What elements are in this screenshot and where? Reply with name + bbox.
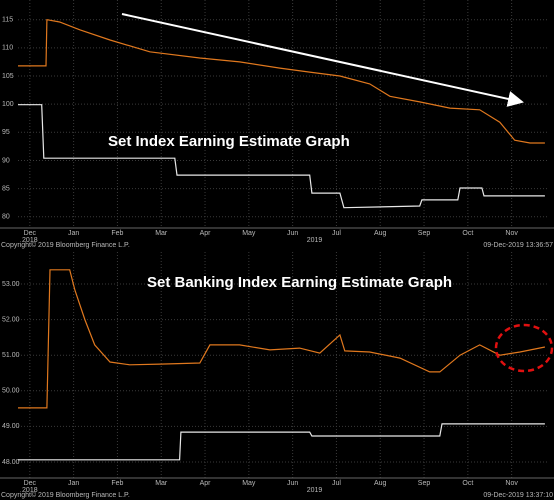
footer-timestamp: 09-Dec-2019 13:36:57 — [483, 242, 553, 249]
data-line — [18, 423, 545, 461]
x-tick-label: Feb — [111, 230, 123, 237]
x-tick-label: Nov — [505, 480, 518, 487]
x-tick-label: Aug — [374, 480, 387, 487]
x-tick-label: Jan — [68, 230, 79, 237]
footer-copyright: Copyright© 2019 Bloomberg Finance L.P. — [1, 241, 130, 249]
x-tick-label: May — [242, 480, 256, 487]
y-tick-label: 51.00 — [2, 352, 20, 359]
y-tick-label: 85 — [2, 185, 10, 192]
y-tick-label: 48.00 — [2, 459, 20, 466]
x-tick-label: May — [242, 230, 256, 237]
x-tick-label: Mar — [155, 480, 168, 487]
x-year-label: 2019 — [307, 487, 323, 494]
y-tick-label: 50.00 — [2, 388, 20, 395]
x-tick-label: Nov — [505, 230, 518, 237]
highlight-circle — [494, 323, 554, 373]
x-year-label: 2018 — [22, 237, 38, 244]
x-tick-label: Jul — [332, 230, 341, 237]
y-tick-label: 115 — [2, 17, 13, 24]
x-tick-label: Apr — [200, 480, 212, 487]
y-tick-label: 52.00 — [2, 316, 20, 323]
chart-title: Set Banking Index Earning Estimate Graph — [147, 274, 452, 291]
x-year-label: 2018 — [22, 487, 38, 494]
y-tick-label: 110 — [2, 45, 13, 52]
y-tick-label: 90 — [2, 157, 10, 164]
data-line — [18, 269, 546, 409]
x-tick-label: Sep — [418, 230, 431, 237]
y-tick-label: 100 — [2, 101, 14, 108]
x-tick-label: Jun — [287, 230, 298, 237]
data-line — [18, 104, 545, 209]
footer-copyright: Copyright© 2019 Bloomberg Finance L.P. — [1, 491, 130, 499]
trend-arrow — [121, 13, 524, 107]
x-tick-label: Jun — [287, 480, 298, 487]
y-tick-label: 105 — [2, 73, 14, 80]
x-tick-label: Feb — [111, 480, 123, 487]
data-line — [18, 18, 545, 144]
x-year-label: 2019 — [307, 237, 323, 244]
y-tick-label: 80 — [2, 214, 10, 221]
x-tick-label: Mar — [155, 230, 168, 237]
chart: 80 85 90 95 100 105 110 115 Dec Jan Feb Mar Apr May Ju… — [0, 0, 554, 249]
y-tick-label: 53.00 — [2, 281, 20, 288]
chart: 48.00 49.00 50.00 51.00 52.00 53.00 Dec Jan Feb M… — [0, 252, 554, 499]
x-tick-label: Oct — [462, 230, 473, 237]
y-tick-label: 95 — [2, 129, 10, 136]
footer-timestamp: 09-Dec-2019 13:37:10 — [483, 492, 553, 499]
x-tick-label: Apr — [200, 230, 212, 237]
x-tick-label: Sep — [418, 480, 431, 487]
x-tick-label: Dec — [24, 480, 37, 487]
x-tick-label: Jan — [68, 480, 79, 487]
x-tick-label: Oct — [462, 480, 473, 487]
x-tick-label: Dec — [24, 230, 37, 237]
x-tick-label: Jul — [332, 480, 341, 487]
x-tick-label: Aug — [374, 230, 387, 237]
y-tick-label: 49.00 — [2, 423, 20, 430]
chart-title: Set Index Earning Estimate Graph — [108, 133, 350, 150]
